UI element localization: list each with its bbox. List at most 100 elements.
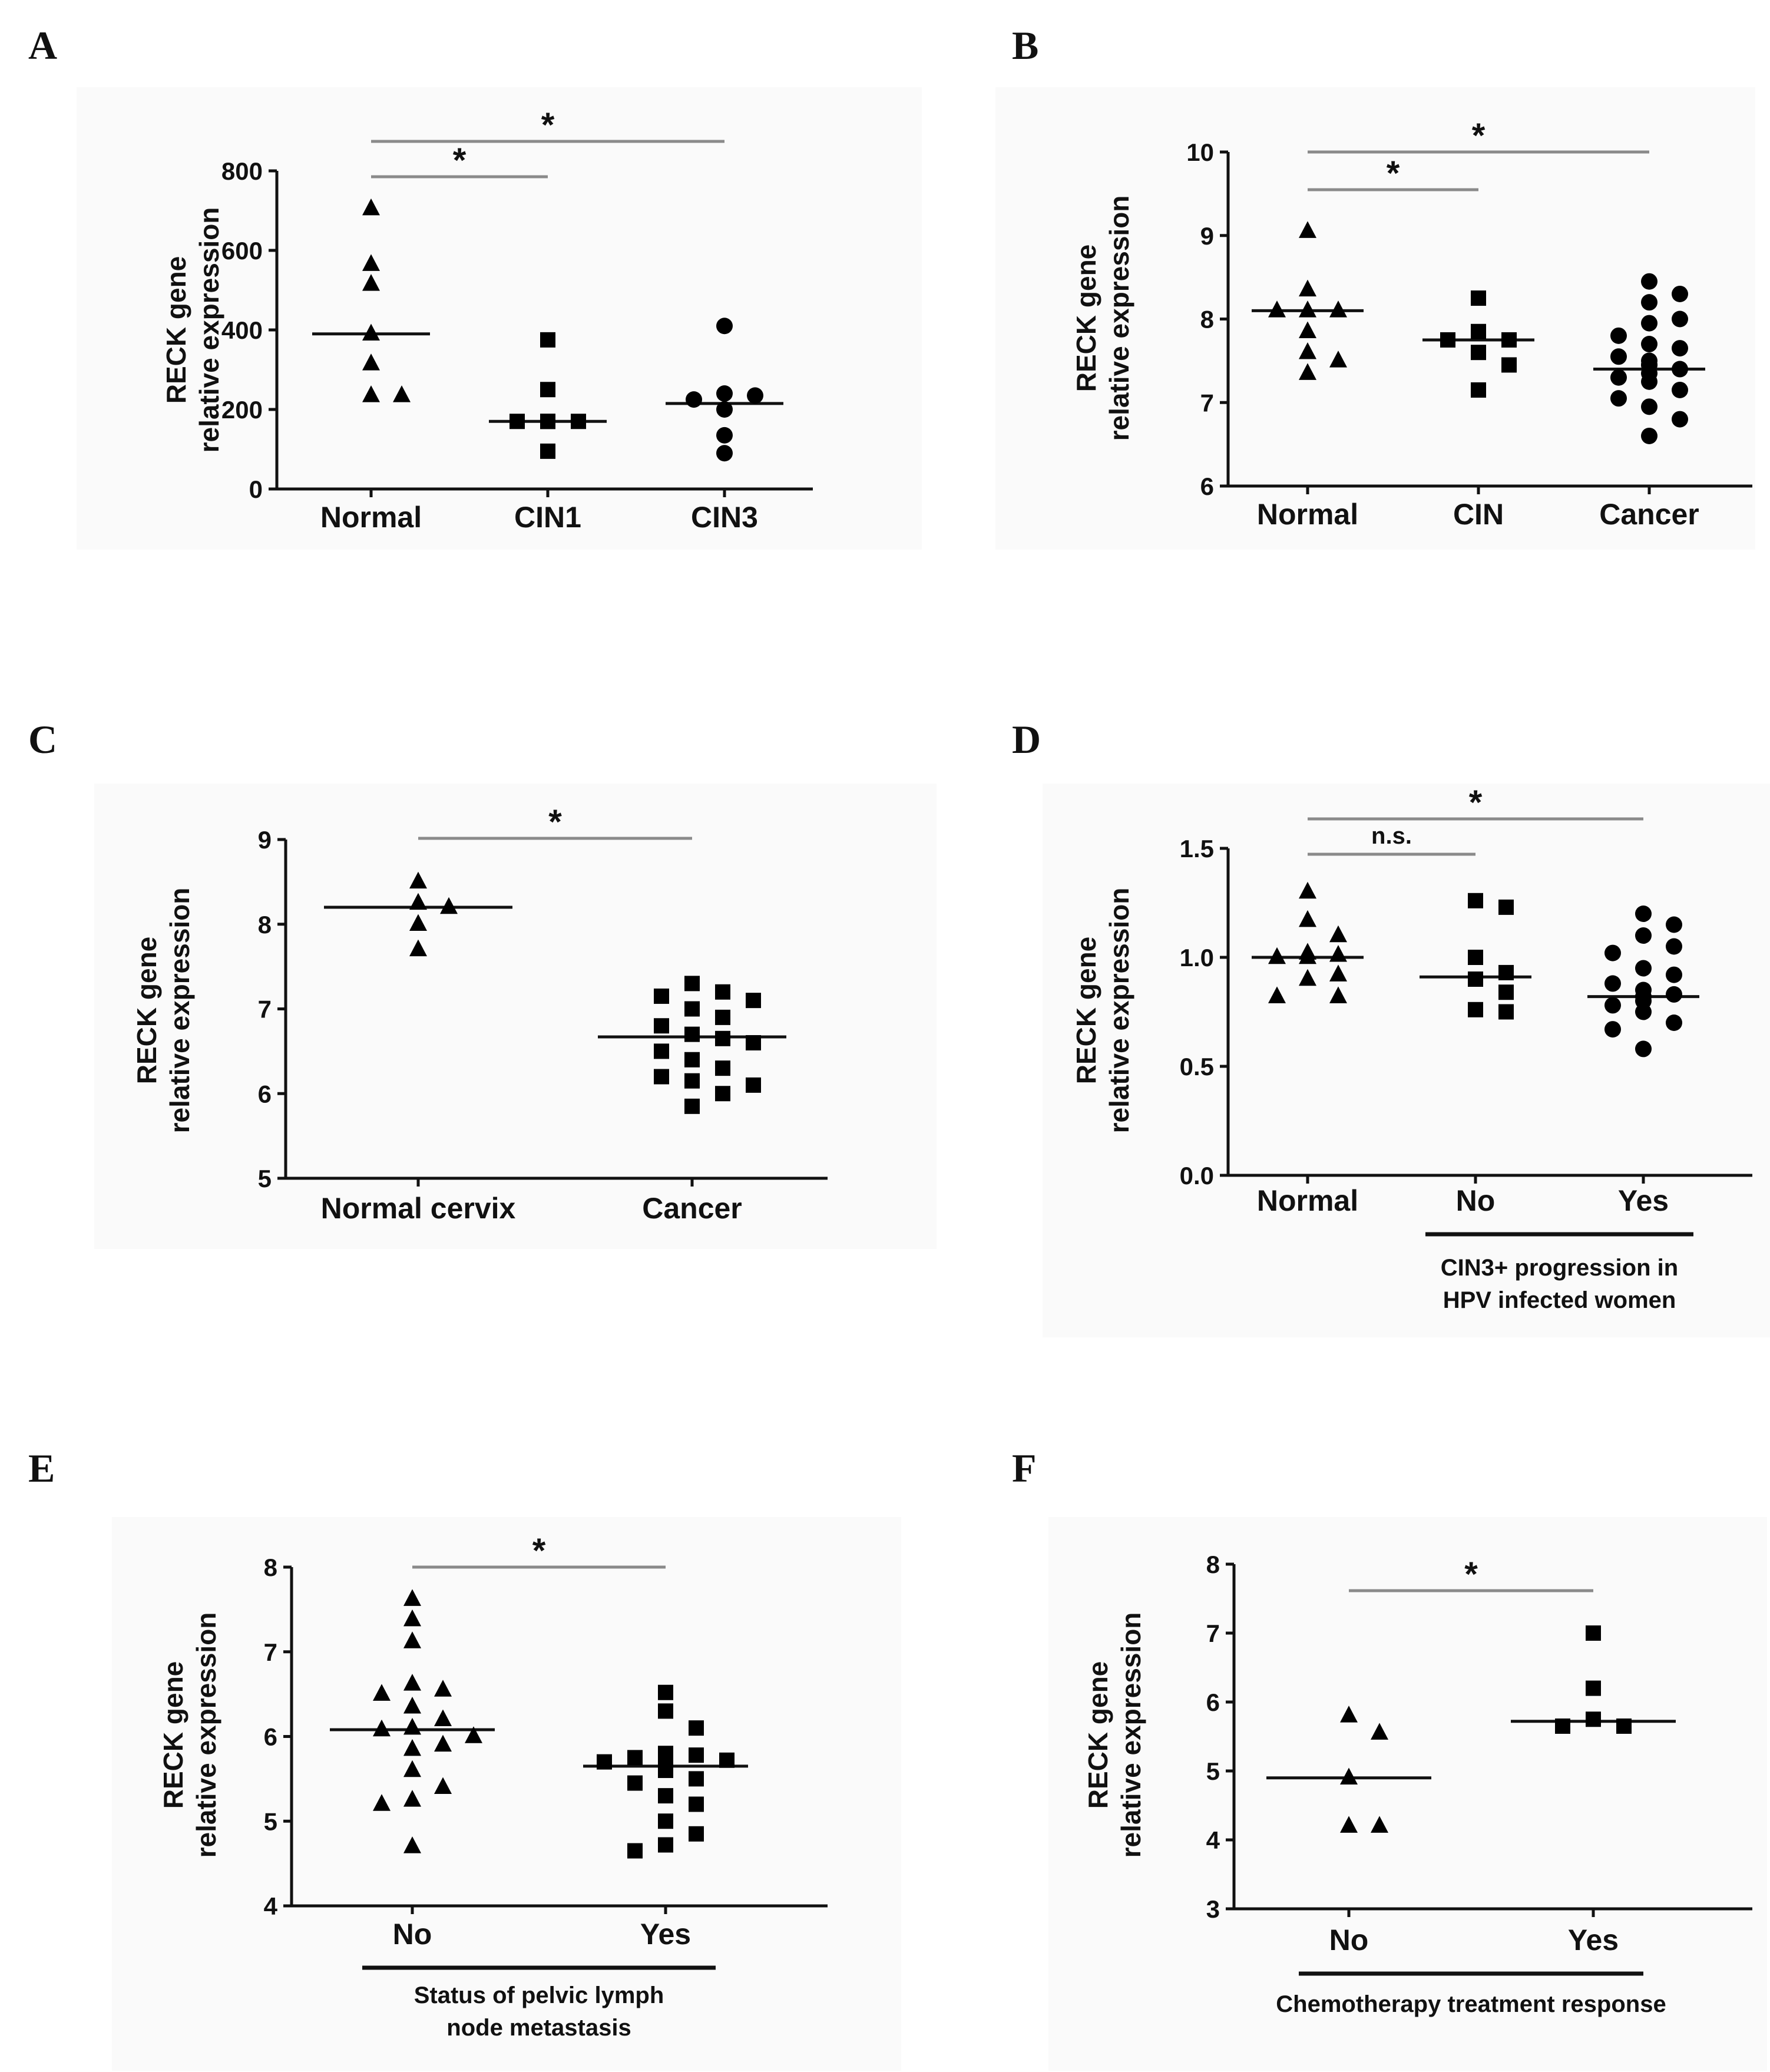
data-point [1616, 1718, 1632, 1734]
y-axis-label-line: relative expression [1104, 888, 1134, 1134]
data-point [1498, 1004, 1514, 1020]
category-label: Normal [1257, 1184, 1358, 1217]
y-axis-label: RECK generelative expression [158, 1612, 221, 1858]
category-label: CIN1 [514, 501, 581, 534]
data-point [746, 1035, 761, 1050]
data-point [434, 1777, 452, 1794]
panel-background [77, 87, 922, 550]
panel-letter: B [1012, 23, 1038, 68]
panel-background [995, 87, 1755, 550]
data-point [1635, 1003, 1652, 1020]
data-point [1299, 363, 1316, 380]
category-label: Normal [1257, 498, 1358, 531]
data-point [373, 1719, 391, 1737]
data-point [716, 427, 733, 444]
y-axis-label: RECK generelative expression [1071, 196, 1134, 441]
data-point [627, 1750, 643, 1766]
data-point [716, 445, 733, 462]
y-axis-label: RECK generelative expression [1083, 1612, 1146, 1858]
y-tick-label: 8 [1206, 1551, 1220, 1578]
data-point [1604, 1021, 1621, 1038]
data-point [1299, 321, 1316, 339]
data-point [654, 1069, 669, 1085]
data-point [1610, 327, 1627, 344]
significance-label: * [532, 1532, 546, 1570]
y-axis-label-line: relative expression [1116, 1612, 1146, 1858]
data-point [362, 254, 380, 271]
y-axis-label-line: RECK gene [161, 256, 191, 404]
data-point [1340, 1706, 1358, 1723]
data-point [746, 1077, 761, 1093]
panel-letter: E [28, 1446, 55, 1491]
data-point [1268, 947, 1286, 964]
data-point [716, 318, 733, 335]
significance-label: * [548, 803, 562, 841]
y-tick-label: 400 [221, 316, 263, 344]
data-point [686, 391, 702, 408]
data-point [409, 914, 427, 931]
data-point [1340, 1767, 1358, 1785]
data-point [403, 1631, 421, 1648]
panel-background [1043, 784, 1770, 1337]
y-tick-label: 7 [1206, 1620, 1220, 1647]
y-tick-label: 9 [258, 826, 272, 854]
data-point [1329, 925, 1347, 943]
data-point [715, 1009, 730, 1025]
data-point [540, 332, 555, 348]
y-tick-label: 0.5 [1180, 1053, 1214, 1080]
category-label: CIN3 [691, 501, 758, 534]
data-point [1329, 945, 1347, 962]
group-note: Status of pelvic lymph [414, 1982, 664, 2008]
data-point [1635, 927, 1652, 944]
data-point [658, 1813, 673, 1829]
data-point [1268, 300, 1286, 318]
data-point [1329, 964, 1347, 982]
data-point [1440, 332, 1455, 348]
data-point [627, 1843, 643, 1859]
data-point [1471, 345, 1486, 361]
y-tick-label: 1.5 [1180, 835, 1214, 862]
data-point [1471, 323, 1486, 339]
y-tick-label: 0.0 [1180, 1162, 1214, 1189]
data-point [1641, 336, 1657, 353]
y-axis-label: RECK generelative expression [131, 888, 195, 1134]
panel-c: C 5 6 7 8 9 RECK generelative expression Normal… [28, 717, 937, 1249]
y-tick-label: 6 [258, 1080, 272, 1108]
data-point [1299, 947, 1316, 964]
panel-letter: C [28, 717, 57, 762]
data-point [1501, 332, 1517, 348]
data-point [654, 1043, 669, 1059]
data-point [1666, 966, 1682, 983]
y-axis-label: RECK generelative expression [161, 207, 224, 453]
data-point [1586, 1711, 1601, 1727]
data-point [1666, 1014, 1682, 1031]
data-point [403, 1717, 421, 1735]
data-point [510, 414, 525, 429]
data-point [684, 1001, 700, 1017]
panel-background [1048, 1517, 1767, 2071]
data-point [1672, 285, 1688, 302]
data-point [434, 1709, 452, 1726]
panel-letter: F [1012, 1446, 1037, 1491]
y-tick-label: 6 [1200, 472, 1214, 500]
data-point [1268, 986, 1286, 1003]
y-axis-label-line: relative expression [194, 207, 224, 453]
significance-label: * [541, 106, 555, 144]
data-point [1604, 975, 1621, 992]
y-axis-label: RECK generelative expression [1071, 888, 1134, 1134]
data-point [1604, 997, 1621, 1014]
category-label: CIN [1453, 498, 1504, 531]
data-point [1672, 310, 1688, 328]
data-point [1641, 273, 1657, 290]
data-point [1501, 357, 1517, 373]
data-point [1635, 1040, 1652, 1058]
y-tick-label: 800 [221, 157, 263, 185]
data-point [1666, 986, 1682, 1003]
data-point [689, 1826, 704, 1842]
significance-label: n.s. [1371, 823, 1412, 849]
data-point [373, 1684, 391, 1701]
data-point [1498, 984, 1514, 1000]
data-point [716, 385, 733, 402]
y-axis-label-line: relative expression [191, 1612, 221, 1858]
category-label: No [393, 1918, 432, 1951]
